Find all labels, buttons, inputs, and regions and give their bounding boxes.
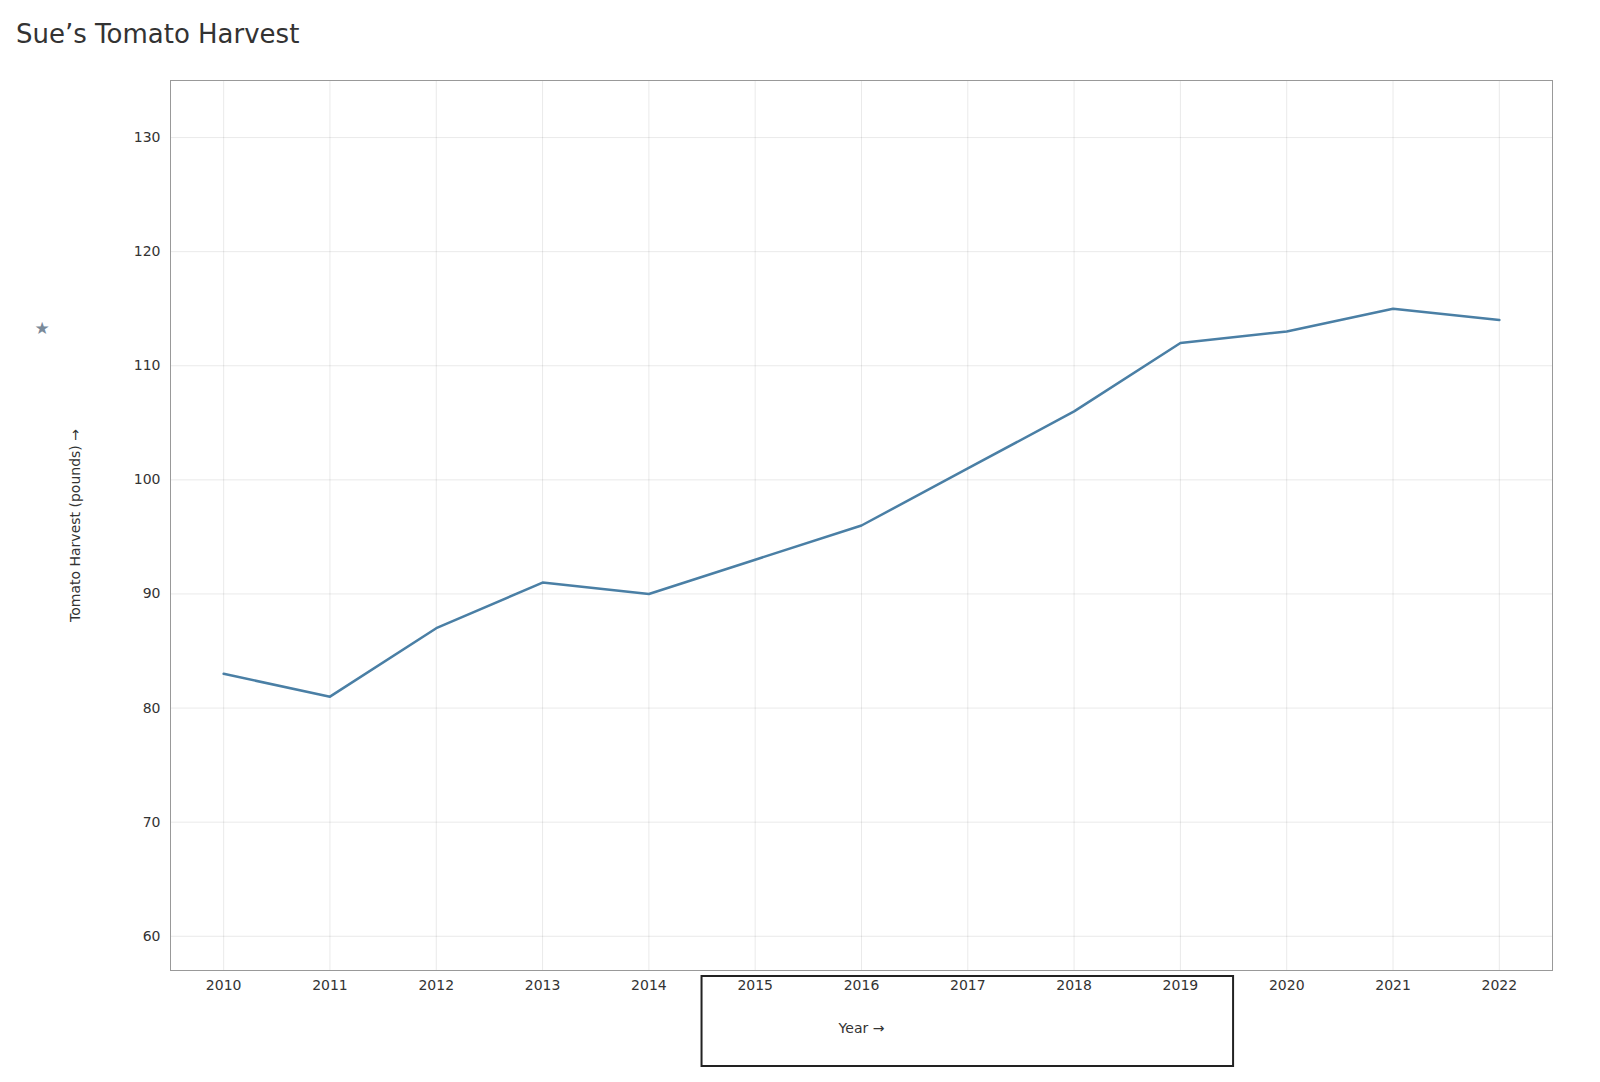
svg-text:120: 120 [134,243,161,259]
svg-text:2012: 2012 [418,977,454,993]
svg-text:Tomato Harvest (pounds) →: Tomato Harvest (pounds) → [67,429,83,623]
svg-text:2020: 2020 [1269,977,1305,993]
svg-text:2018: 2018 [1056,977,1092,993]
svg-text:2014: 2014 [631,977,667,993]
svg-text:2013: 2013 [525,977,561,993]
svg-text:80: 80 [143,700,161,716]
svg-text:2011: 2011 [312,977,348,993]
svg-text:70: 70 [143,814,161,830]
svg-text:2017: 2017 [950,977,986,993]
svg-text:★: ★ [34,318,49,338]
svg-text:100: 100 [134,471,161,487]
svg-text:2019: 2019 [1163,977,1199,993]
svg-text:110: 110 [134,357,161,373]
svg-text:2015: 2015 [737,977,773,993]
svg-text:90: 90 [143,585,161,601]
svg-text:Year →: Year → [838,1020,885,1036]
svg-text:60: 60 [143,928,161,944]
svg-text:130: 130 [134,129,161,145]
svg-text:2016: 2016 [844,977,880,993]
svg-text:2022: 2022 [1482,977,1518,993]
svg-text:2010: 2010 [206,977,242,993]
html-text:Sue’s Tomato Harvest: Sue’s Tomato Harvest [16,19,300,49]
svg-text:2021: 2021 [1375,977,1411,993]
